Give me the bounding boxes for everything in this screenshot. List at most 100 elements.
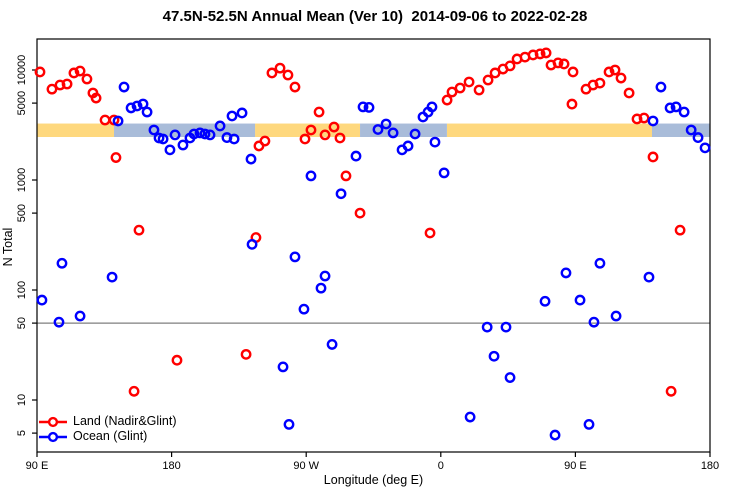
data-point-ocean [245, 153, 257, 165]
data-point-ocean [112, 115, 124, 127]
data-point-land [328, 121, 340, 133]
legend-label-ocean: Ocean (Glint) [73, 429, 148, 443]
data-point-land [34, 66, 46, 78]
data-point-land [552, 57, 564, 69]
data-point-ocean [504, 372, 516, 383]
data-point-land [128, 385, 140, 397]
x-axis-title: Longitude (deg E) [323, 473, 424, 487]
data-point-land [623, 87, 635, 99]
data-point-ocean [655, 81, 667, 93]
x-tick-label: 90 W [293, 460, 319, 472]
data-point-land [594, 77, 606, 89]
data-point-ocean [363, 102, 375, 113]
y-tick-label: 10000 [16, 55, 28, 86]
data-point-ocean [214, 120, 226, 132]
data-point-land [74, 65, 86, 77]
data-point-land [631, 113, 643, 125]
data-point-land [240, 348, 252, 360]
data-point-land [540, 47, 552, 59]
data-point-ocean [131, 100, 143, 112]
data-point-land [313, 106, 325, 118]
data-point-ocean [560, 267, 572, 279]
data-point-land [609, 64, 621, 76]
data-point-ocean [305, 170, 317, 182]
data-point-land [603, 66, 615, 78]
data-point-ocean [583, 419, 595, 430]
data-point-land [615, 72, 627, 84]
data-point-ocean [588, 316, 600, 328]
data-point-ocean [335, 188, 347, 200]
data-point-land [473, 84, 485, 96]
data-point-ocean [539, 295, 551, 307]
data-point-land [289, 81, 301, 93]
data-point-land [638, 112, 650, 124]
data-point-ocean [549, 429, 561, 441]
y-tick-label: 50 [16, 317, 28, 329]
data-point-ocean [56, 257, 68, 269]
data-point-land [54, 79, 66, 91]
x-tick-label: 90 E [564, 460, 587, 472]
land-mean-band [446, 123, 652, 137]
data-point-ocean [380, 118, 392, 130]
data-point-ocean [319, 270, 331, 282]
x-tick-label: 0 [438, 460, 444, 472]
data-point-land [274, 62, 286, 74]
data-point-ocean [36, 294, 48, 306]
data-point-ocean [106, 271, 118, 283]
data-point-land [68, 67, 80, 79]
y-tick-label: 100 [16, 281, 28, 299]
data-point-ocean [409, 128, 421, 140]
data-point-ocean [169, 129, 181, 141]
data-point-ocean [643, 271, 655, 283]
data-point-ocean [246, 238, 258, 250]
data-point-land [566, 98, 578, 110]
data-point-land [665, 385, 677, 397]
data-point-ocean [289, 251, 301, 263]
data-point-ocean [372, 124, 384, 135]
data-point-land [90, 92, 102, 104]
data-point-ocean [574, 294, 586, 306]
data-point-land [133, 224, 145, 236]
data-point-land [282, 69, 294, 81]
data-point-land [441, 94, 453, 106]
data-point-land [171, 354, 183, 366]
data-point-land [340, 170, 352, 182]
data-point-ocean [594, 257, 606, 269]
data-point-ocean [647, 115, 659, 127]
ocean-mean-band [114, 123, 256, 137]
data-point-land [354, 207, 366, 219]
legend-label-land: Land (Nadir&Glint) [73, 414, 177, 428]
data-point-ocean [125, 102, 137, 114]
data-point-ocean [387, 127, 399, 139]
data-point-ocean [678, 106, 690, 118]
chart-title: 47.5N-52.5N Annual Mean (Ver 10) 2014-09… [162, 8, 588, 25]
data-point-ocean [417, 111, 429, 123]
data-point-ocean [194, 127, 206, 139]
legend-entry-land: Land (Nadir&Glint) [38, 414, 177, 429]
data-point-land [259, 135, 271, 147]
data-point-ocean [141, 106, 153, 118]
data-point-ocean [204, 129, 216, 141]
data-point-land [558, 58, 570, 70]
land-mean-band [37, 123, 115, 137]
data-point-ocean [164, 144, 176, 156]
data-point-ocean [692, 132, 704, 143]
data-point-land [482, 74, 494, 86]
data-point-ocean [226, 110, 238, 122]
data-point-land [299, 133, 311, 145]
data-point-ocean [464, 411, 476, 423]
y-tick-label: 5000 [16, 91, 28, 115]
ocean-series-marker-icon [39, 431, 67, 442]
y-tick-label: 5 [16, 430, 28, 436]
data-point-ocean [236, 107, 248, 119]
plot-border [36, 38, 711, 453]
data-point-ocean [357, 101, 369, 113]
data-point-land [504, 60, 516, 72]
data-point-ocean [137, 98, 149, 110]
data-point-land [424, 227, 436, 239]
data-point-ocean [177, 139, 189, 151]
data-point-ocean [481, 321, 493, 333]
data-point-ocean [500, 321, 512, 333]
